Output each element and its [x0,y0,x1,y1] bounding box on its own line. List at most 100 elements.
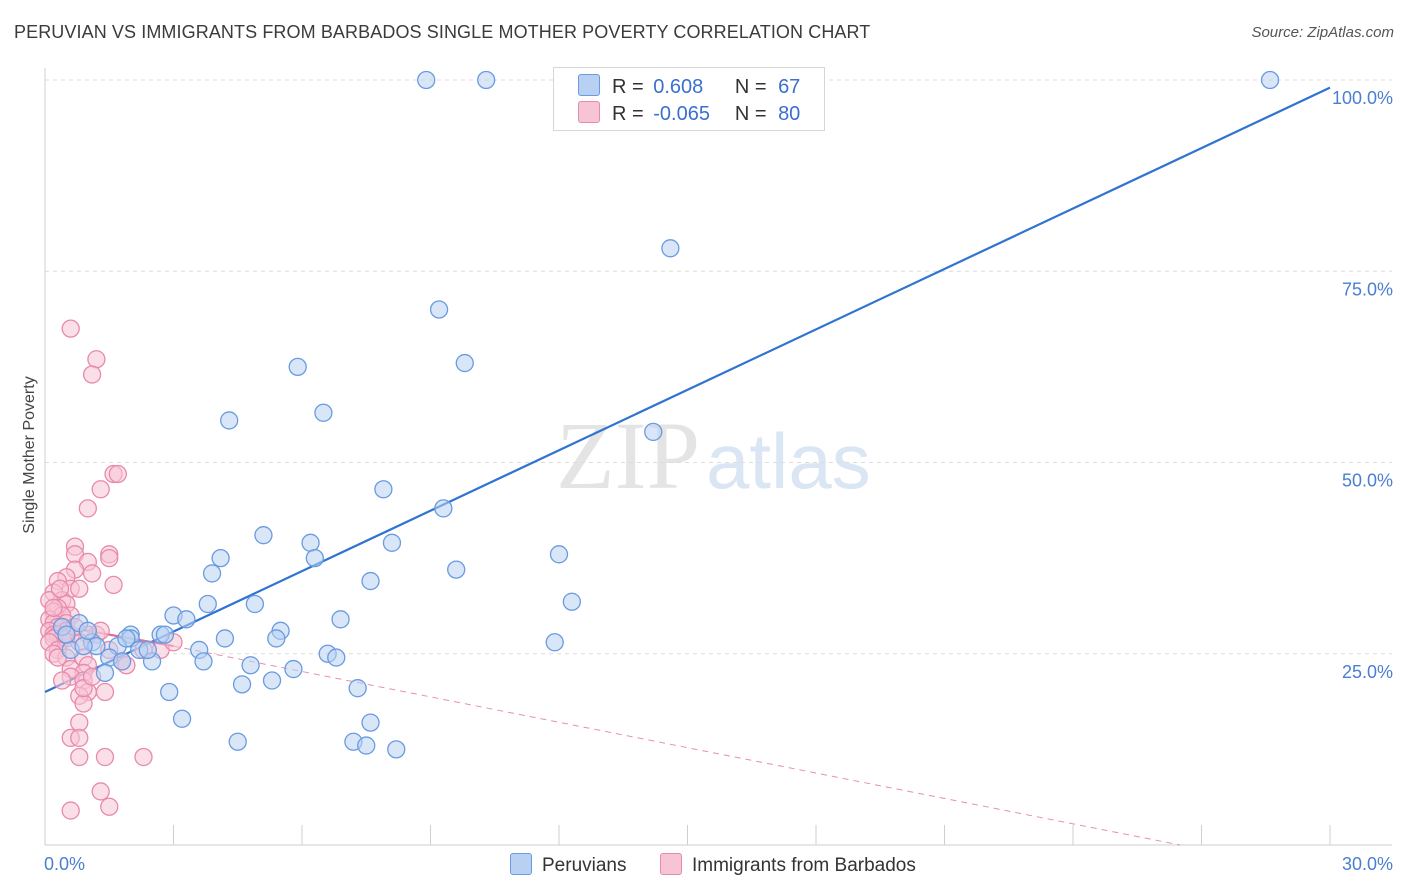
peruvian-point [262,671,282,690]
legend-row-barbados: R = -0.065 N = 80 [578,101,800,125]
peruvian-point [215,629,235,648]
peruvian-point [331,610,350,629]
chart-title: PERUVIAN VS IMMIGRANTS FROM BARBADOS SIN… [14,22,871,42]
legend-row-peruvians: R = 0.608 N = 67 [578,74,800,98]
peruvian-point [305,548,325,568]
x-tick-label: 30.0% [1342,854,1393,874]
peruvian-point [211,548,230,568]
source-credit: Source: ZipAtlas.com [1251,24,1394,41]
peruvian-point [374,480,393,499]
peruvian-point [112,652,132,671]
legend-r-label: R = [612,103,644,125]
barbados-point [44,598,63,617]
peruvian-point [172,709,192,728]
correlation-legend: R = 0.608 N = 67 R = -0.065 N = 80 [553,67,825,131]
legend-r-label: R = [612,76,644,98]
x-tick-label: 0.0% [44,854,85,874]
legend-swatch-pink [578,101,600,123]
peruvian-point [387,740,406,759]
barbados-point [95,682,115,702]
peruvian-point [254,526,273,545]
peruvian-point [232,675,252,694]
peruvian-point [198,594,217,614]
axes [44,68,1392,846]
watermark-zip: ZIP [556,402,700,509]
peruvian-point [284,659,303,679]
peruvian-point [348,679,367,698]
peruvian-point [288,357,307,377]
peruvian-point [138,640,157,660]
legend-r-value: 0.608 [653,76,704,98]
peruvian-point [545,633,564,652]
barbados-point [74,694,93,713]
peruvian-point [228,732,247,751]
peruvian-point [562,592,581,611]
peruvian-point [74,636,93,656]
barbados-point [87,350,106,369]
barbados-point [134,747,153,767]
barbados-point [95,747,115,767]
legend-n-label: N = [734,103,767,125]
watermark-atlas: atlas [706,417,871,505]
peruvian-point [267,629,286,648]
peruvian-point [361,713,380,732]
peruvian-point [382,533,402,552]
barbados-points [40,319,183,820]
barbados-point [61,319,80,338]
peruvian-point [549,545,569,564]
legend-n-value: 80 [778,103,801,125]
peruvian-point [644,422,663,442]
peruvian-point [301,533,320,552]
bottom-legend-peruvians: Peruvians [510,853,627,877]
legend-n-value: 67 [778,76,801,98]
barbados-point [82,564,102,583]
barbados-point [70,579,89,598]
y-tick-label: 75.0% [1342,279,1393,299]
barbados-point [82,365,102,384]
legend-r-value: -0.065 [653,103,710,125]
peruvian-point [357,736,376,755]
peruvians-trend-line [44,86,1331,693]
trend-lines [44,86,1331,846]
barbados-point [100,797,119,816]
y-tick-label: 50.0% [1342,471,1393,491]
peruvian-point [429,300,449,319]
peruvian-point [434,499,453,518]
barbados-point [70,713,89,732]
barbados-point [91,782,110,801]
peruvian-point [194,652,213,671]
peruvian-point [57,625,76,644]
legend-swatch-blue [578,74,600,96]
peruvian-point [245,594,265,614]
barbados-point [91,480,110,499]
peruvian-point [477,70,496,90]
tick-labels: 25.0% 50.0% 75.0% 100.0% 0.0% 30.0% [44,88,1393,874]
bottom-legend-swatch-blue [510,853,532,875]
barbados-point [104,575,123,595]
peruvian-point [177,610,196,629]
barbados-point [100,548,119,568]
peruvian-point [160,682,179,702]
y-tick-label: 100.0% [1332,88,1393,108]
peruvian-points [52,70,1280,759]
y-tick-label: 25.0% [1342,662,1393,682]
peruvian-point [314,403,333,422]
peruvian-point [417,70,436,90]
peruvian-point [447,560,466,579]
peruvian-point [455,353,474,373]
peruvian-point [661,239,680,258]
barbados-point [108,464,127,484]
barbados-point [52,671,72,690]
bottom-legend-swatch-pink [660,853,682,875]
peruvian-point [117,629,136,648]
peruvian-point [95,663,115,683]
peruvian-point [220,411,239,430]
barbados-point [70,747,89,767]
peruvian-point [202,564,222,583]
gridlines [45,79,1392,655]
peruvian-point [155,625,175,644]
barbados-point [70,728,89,748]
barbados-point [50,579,70,598]
peruvian-point [78,621,97,640]
